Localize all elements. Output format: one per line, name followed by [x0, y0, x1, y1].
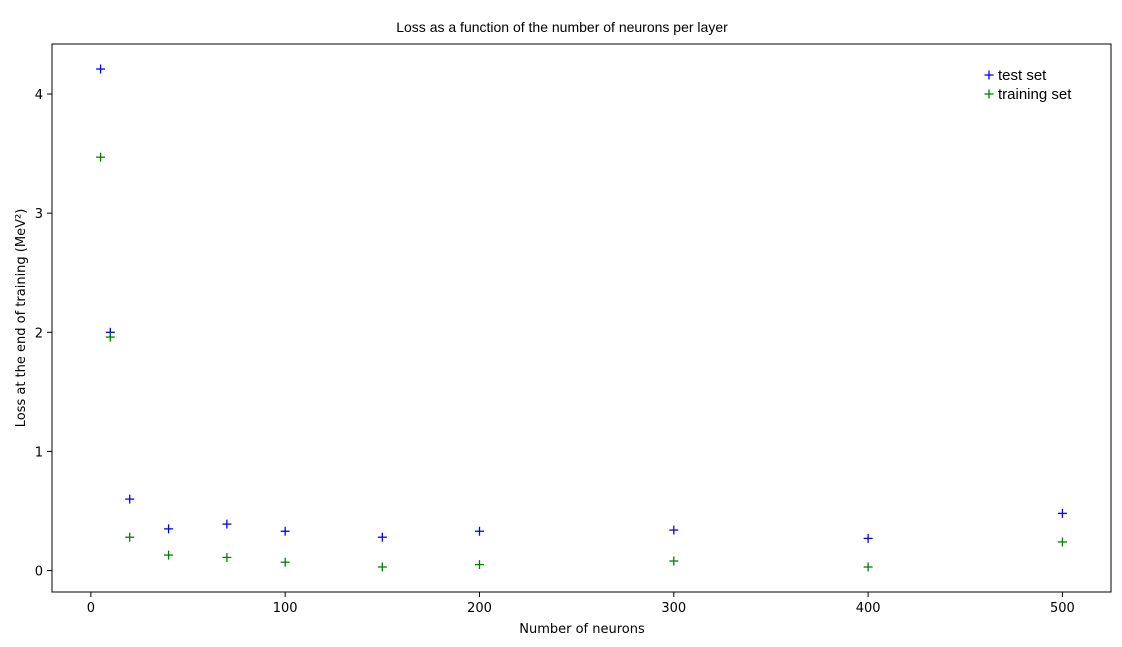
training-set-point: [863, 562, 873, 572]
training-set-point: [222, 552, 232, 562]
test-set-point: [377, 532, 387, 542]
chart-title: Loss as a function of the number of neur…: [396, 19, 728, 35]
training-set-point: [1057, 537, 1067, 547]
y-tick-label: 0: [35, 565, 43, 580]
x-tick-label: 0: [87, 601, 95, 616]
test-set-point: [474, 526, 484, 536]
training-set-point: [669, 556, 679, 566]
x-tick-label: 200: [467, 601, 492, 616]
training-set-point: [164, 550, 174, 560]
test-set-point: [669, 525, 679, 535]
training-set-point: [96, 152, 106, 162]
test-set-point: [863, 533, 873, 543]
data-points: [96, 64, 1067, 572]
x-axis-ticks: 0 100 200 300 400 500: [87, 592, 1075, 616]
x-tick-label: 400: [856, 601, 881, 616]
training-set-point: [280, 557, 290, 567]
y-tick-label: 2: [35, 326, 43, 341]
x-axis-label: Number of neurons: [519, 622, 645, 637]
test-set-point: [96, 64, 106, 74]
x-tick-label: 100: [273, 601, 298, 616]
legend-label-training-set: training set: [998, 86, 1072, 103]
plot-area: [51, 43, 1112, 593]
test-set-point: [1057, 508, 1067, 518]
y-tick-label: 4: [35, 88, 43, 103]
legend-marker-test-set: [984, 70, 994, 80]
legend: test set training set: [984, 67, 1072, 103]
y-axis-label: Loss at the end of training (MeV²): [14, 209, 29, 428]
legend-label-test-set: test set: [998, 67, 1047, 84]
training-set-point: [105, 332, 115, 342]
test-set-point: [222, 519, 232, 529]
training-set-point: [125, 532, 135, 542]
legend-marker-training-set: [984, 89, 994, 99]
y-tick-label: 1: [35, 445, 43, 460]
test-set-point: [280, 526, 290, 536]
test-set-point: [164, 524, 174, 534]
test-set-point: [125, 494, 135, 504]
training-set-point: [474, 560, 484, 570]
y-tick-label: 3: [35, 207, 43, 222]
training-set-point: [377, 562, 387, 572]
x-tick-label: 500: [1050, 601, 1075, 616]
x-tick-label: 300: [661, 601, 686, 616]
y-axis-ticks: 0 1 2 3 4: [35, 88, 52, 580]
